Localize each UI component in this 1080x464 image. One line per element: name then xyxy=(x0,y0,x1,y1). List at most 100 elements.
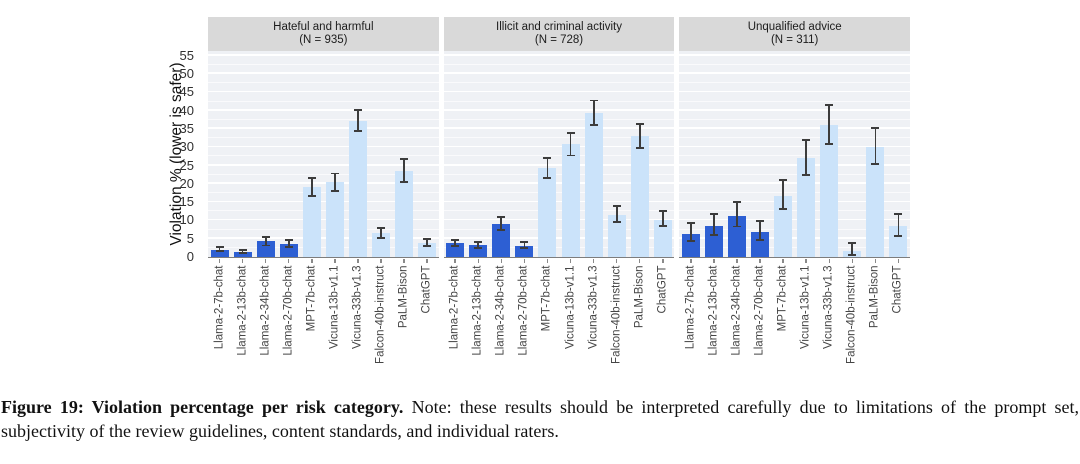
x-tick-label-vicuna-13b-v1-1: Vicuna-13b-v1.1 xyxy=(564,265,577,350)
bar-vicuna-13b-v1-1 xyxy=(797,158,816,257)
gridline-major xyxy=(208,218,439,221)
error-bar-vicuna-13b-v1-1 xyxy=(805,138,808,176)
panels: Hateful and harmful (N = 935) Llama-2-7b-c… xyxy=(208,17,911,377)
x-tick-label-llama-2-34b-chat: Llama-2-34b-chat xyxy=(730,265,743,356)
error-bar-chatgpt xyxy=(661,210,664,227)
gridline-minor xyxy=(208,246,439,248)
x-tick-mark xyxy=(736,259,738,263)
x-tick-label-llama-2-13b-chat: Llama-2-13b-chat xyxy=(707,265,720,356)
gridline-major xyxy=(443,218,675,221)
error-bar-llama-2-7b-chat xyxy=(454,239,457,248)
gridline-major xyxy=(208,127,439,129)
gridline-major xyxy=(443,90,675,93)
gridline-major xyxy=(679,127,911,129)
gridline-minor xyxy=(208,210,439,212)
gridline-major xyxy=(679,145,911,148)
error-bar-mpt-7b-chat xyxy=(310,177,313,197)
x-tick-mark xyxy=(500,259,503,263)
error-bar-llama-2-70b-chat xyxy=(523,241,526,249)
panel-title: Unqualified advice xyxy=(747,20,842,33)
x-tick-mark xyxy=(523,259,526,263)
x-tick-mark xyxy=(759,259,761,263)
x-tick-mark xyxy=(357,259,359,263)
x-tick-label-chatgpt: ChatGPT xyxy=(891,265,904,314)
error-bar-chatgpt xyxy=(897,212,900,237)
error-bar-llama-2-34b-chat xyxy=(264,236,267,247)
gridline-major xyxy=(208,200,439,203)
gridline-minor xyxy=(679,63,911,65)
x-tick-mark xyxy=(638,259,641,263)
gridline-major xyxy=(679,218,911,221)
gridline-minor xyxy=(679,228,911,230)
error-bar-falcon-40b-instruct xyxy=(851,242,854,256)
x-tick-label-llama-2-70b-chat: Llama-2-70b-chat xyxy=(282,265,295,356)
bar-palm-bison xyxy=(866,146,885,257)
gridline-major xyxy=(679,90,911,93)
bar-chatgpt xyxy=(653,219,672,257)
x-tick-label-llama-2-13b-chat: Llama-2-13b-chat xyxy=(236,265,249,356)
x-tick-label-chatgpt: ChatGPT xyxy=(656,265,669,314)
x-tick-mark xyxy=(334,259,336,263)
gridline-major xyxy=(208,54,439,56)
gridline-minor xyxy=(443,173,675,175)
gridline-minor xyxy=(443,63,675,65)
panel-unqualified-advice: Unqualified advice (N = 311) Llama-2-7b-ch… xyxy=(679,17,911,377)
x-tick-mark xyxy=(805,259,807,263)
x-tick-label-palm-bison: PaLM-Bison xyxy=(868,265,881,329)
panel-header: Hateful and harmful (N = 935) xyxy=(208,17,439,51)
x-tick-mark xyxy=(782,259,784,263)
error-bar-llama-2-13b-chat xyxy=(477,240,480,249)
gridline-major xyxy=(443,200,675,203)
y-tick-label-40: 40 xyxy=(179,102,194,118)
error-bar-llama-2-34b-chat xyxy=(500,216,503,232)
x-tick-label-chatgpt: ChatGPT xyxy=(420,265,433,314)
error-bar-vicuna-13b-v1-1 xyxy=(333,172,336,192)
gridline-minor xyxy=(679,210,911,212)
x-tick-label-vicuna-13b-v1-1: Vicuna-13b-v1.1 xyxy=(799,265,812,350)
panel-header: Unqualified advice (N = 311) xyxy=(679,17,911,51)
gridline-major xyxy=(208,163,439,166)
x-tick-mark xyxy=(380,259,382,263)
caption-note: Note: these results should be interprete… xyxy=(1,397,1079,441)
panel-title: Illicit and criminal activity xyxy=(496,20,622,33)
error-bar-vicuna-33b-v1-3 xyxy=(357,109,359,132)
bar-mpt-7b-chat xyxy=(302,187,321,257)
x-tick-label-vicuna-13b-v1-1: Vicuna-13b-v1.1 xyxy=(328,265,341,350)
y-tick-label-45: 45 xyxy=(179,84,194,100)
gridline-minor xyxy=(443,228,675,230)
panel-plot-area xyxy=(208,51,439,258)
y-tick-label-15: 15 xyxy=(179,194,194,210)
x-axis-labels: Llama-2-7b-chat Llama-2-13b-chat Llama-2-3… xyxy=(444,259,675,377)
error-bar-chatgpt xyxy=(426,238,429,247)
bar-llama-2-34b-chat xyxy=(492,224,511,257)
x-tick-mark xyxy=(713,259,715,263)
bar-llama-2-13b-chat xyxy=(469,245,488,257)
gridline-major xyxy=(679,163,911,166)
panel-n-label: (N = 311) xyxy=(770,34,819,46)
error-bar-palm-bison xyxy=(403,158,405,184)
gridline-major xyxy=(679,109,911,111)
gridline-major xyxy=(208,145,439,148)
x-tick-mark xyxy=(592,259,595,263)
gridline-major xyxy=(208,72,439,75)
bar-mpt-7b-chat xyxy=(538,168,557,257)
x-tick-mark xyxy=(874,259,877,263)
error-bar-llama-2-34b-chat xyxy=(736,201,738,228)
x-axis-labels: Llama-2-7b-chat Llama-2-13b-chat Llama-2-3… xyxy=(208,259,439,377)
gridline-major xyxy=(208,237,439,239)
x-tick-mark xyxy=(218,259,221,263)
gridline-major xyxy=(443,163,675,166)
error-bar-vicuna-33b-v1-3 xyxy=(828,104,831,145)
error-bar-mpt-7b-chat xyxy=(782,179,785,211)
x-tick-mark xyxy=(454,259,456,263)
gridline-minor xyxy=(679,191,911,193)
x-tick-label-llama-2-7b-chat: Llama-2-7b-chat xyxy=(684,265,697,350)
x-tick-mark xyxy=(615,259,618,263)
x-tick-mark xyxy=(546,259,549,263)
error-bar-falcon-40b-instruct xyxy=(615,205,618,223)
x-tick-mark xyxy=(662,259,664,263)
x-tick-label-palm-bison: PaLM-Bison xyxy=(397,265,410,329)
gridline-minor xyxy=(208,118,439,120)
gridline-minor xyxy=(679,118,911,120)
